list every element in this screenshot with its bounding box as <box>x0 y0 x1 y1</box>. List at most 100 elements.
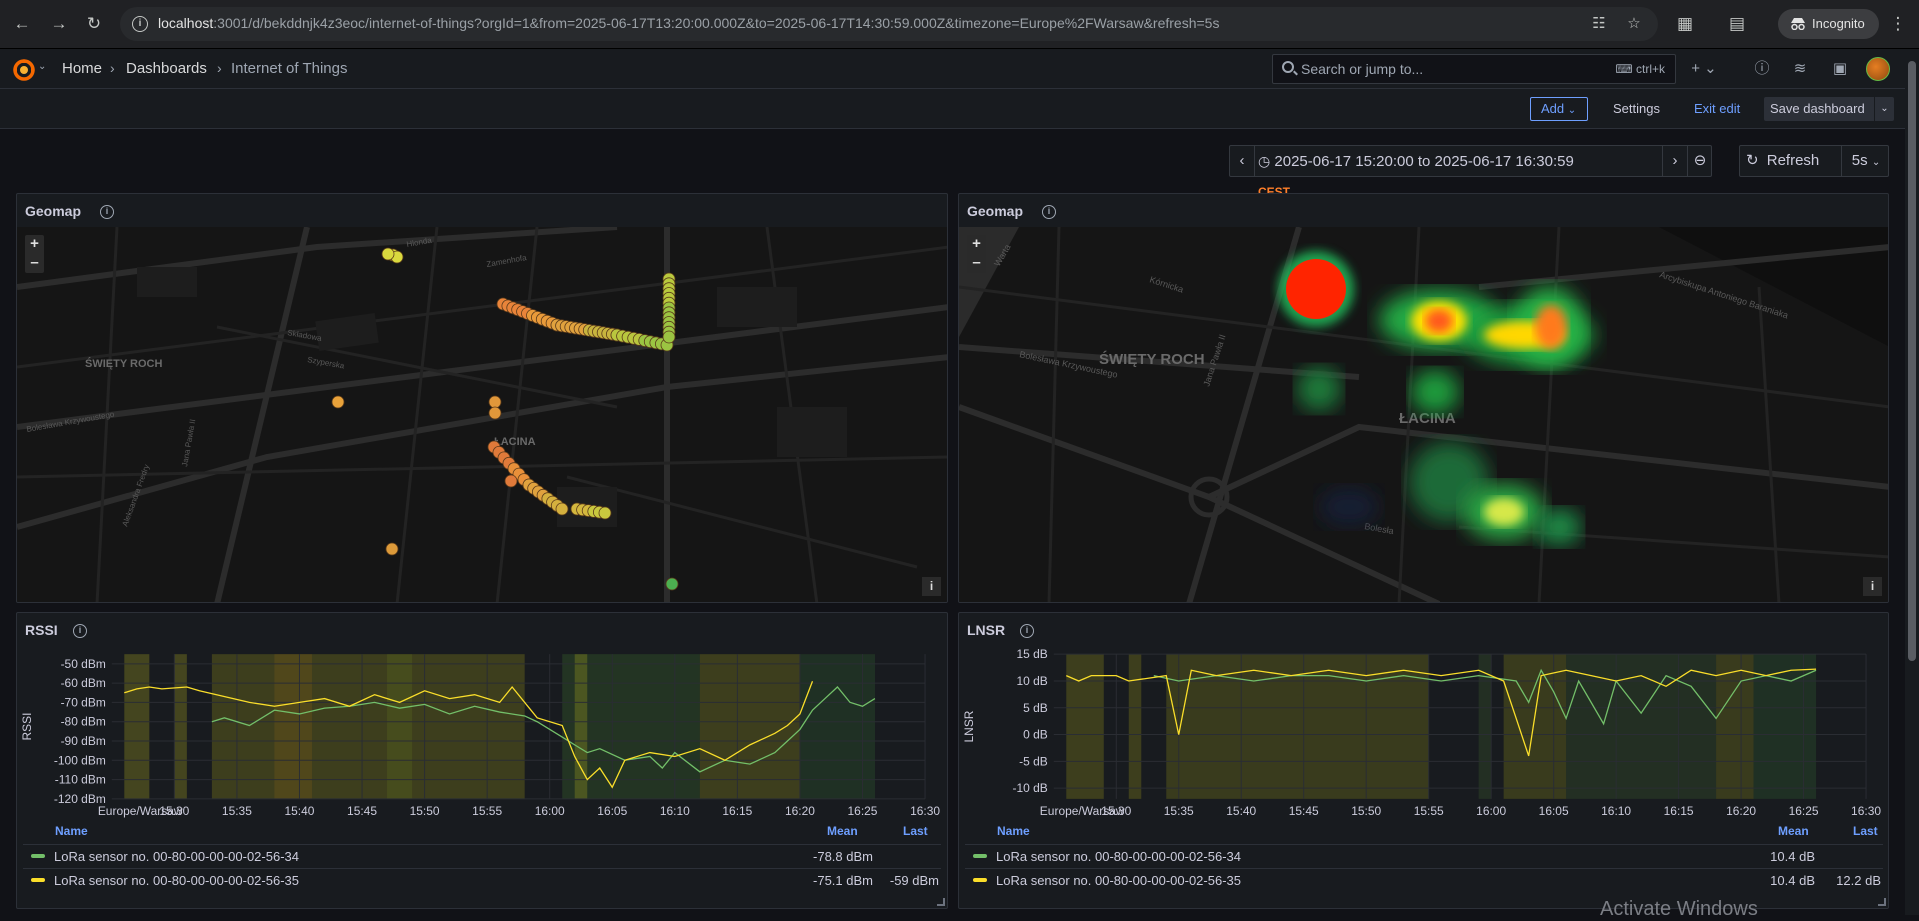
map-attribution-button[interactable]: i <box>922 577 941 596</box>
time-picker: ‹ ◷ 2025-06-17 15:20:00 to 2025-06-17 16… <box>1229 145 1712 199</box>
breadcrumb-home[interactable]: Home <box>62 60 103 77</box>
legend-header-last[interactable]: Last <box>1853 824 1878 838</box>
map-zoom-control: + – <box>25 235 44 273</box>
y-tick-label: -70 dBm <box>61 695 106 709</box>
panel-resize-handle[interactable] <box>1878 898 1886 906</box>
kiosk-mode-icon[interactable]: ▣ <box>1832 60 1848 77</box>
threshold-band <box>699 654 800 799</box>
series-line[interactable] <box>1066 668 1817 757</box>
timezone-label: Europe/Warsaw <box>1040 804 1125 818</box>
zoom-in-button[interactable]: + <box>972 235 981 252</box>
refresh-interval-dropdown[interactable]: 5s ⌄ <box>1851 152 1881 169</box>
browser-menu-icon[interactable]: ⋮ <box>1889 14 1907 33</box>
legend-row[interactable]: LoRa sensor no. 00-80-00-00-00-02-56-34 … <box>23 844 941 868</box>
timezone-label: Europe/Warsaw <box>98 804 183 818</box>
y-axis-label: RSSI <box>20 713 34 741</box>
legend-header-mean[interactable]: Mean <box>827 824 858 838</box>
chevron-down-icon: ⌄ <box>1567 105 1577 116</box>
mega-menu-chevron-icon[interactable]: ⌄ <box>38 61 47 72</box>
back-arrow-icon[interactable]: ← <box>13 14 31 33</box>
x-tick-label: 16:05 <box>1539 804 1569 818</box>
panel-info-icon[interactable]: i <box>73 624 87 638</box>
help-icon[interactable]: ⓘ <box>1754 60 1770 77</box>
news-feed-icon[interactable]: ≋ <box>1793 60 1807 77</box>
legend-header-mean[interactable]: Mean <box>1778 824 1809 838</box>
breadcrumb-dashboards[interactable]: Dashboards <box>126 60 207 77</box>
map-base-layer: ŚWIĘTY ROCH ŁACINA Jana Pawła II Bolesława … <box>17 227 947 602</box>
exit-edit-button[interactable]: Exit edit <box>1694 101 1741 116</box>
translate-icon[interactable]: ☷ <box>1592 15 1606 32</box>
panel-info-icon[interactable]: i <box>1020 624 1034 638</box>
sensor-track-points <box>331 247 679 591</box>
track-point <box>331 395 345 409</box>
x-tick-label: 16:20 <box>785 804 815 818</box>
search-input[interactable]: Search or jump to... ⌨ ctrl+k <box>1272 54 1676 84</box>
scrollbar-thumb[interactable] <box>1908 61 1916 661</box>
bookmark-star-icon[interactable]: ☆ <box>1627 15 1641 32</box>
legend-swatch <box>31 854 45 858</box>
panel-title[interactable]: RSSI <box>25 622 58 638</box>
time-range-button[interactable]: ◷ 2025-06-17 15:20:00 to 2025-06-17 16:3… <box>1258 146 1598 199</box>
zoom-in-button[interactable]: + <box>30 235 39 252</box>
grafana-logo-icon[interactable] <box>12 58 36 82</box>
time-back-chevron-icon[interactable]: ‹ <box>1239 152 1245 169</box>
series-line[interactable] <box>211 686 876 773</box>
breadcrumb-separator-icon: › <box>217 60 222 76</box>
browser-toolbar: ← → ↻ i localhost:3001/d/bekddnjk4z3eoc/… <box>0 0 1919 49</box>
panel-title[interactable]: LNSR <box>967 622 1006 638</box>
threshold-band <box>1753 654 1817 799</box>
map-canvas[interactable]: ŚWIĘTY ROCH ŁACINA Jana Pawła II Bolesława … <box>959 227 1888 602</box>
track-point <box>555 502 569 516</box>
lnsr-chart[interactable]: 15 dB 10 dB 5 dB 0 dB -5 dB -10 dB 15:30 15:35 1… <box>959 646 1888 826</box>
track-point <box>381 247 395 261</box>
time-forward-chevron-icon[interactable]: › <box>1672 152 1678 169</box>
map-label: Jana Pawła II <box>1201 333 1227 387</box>
panel-title[interactable]: Geomap <box>25 203 82 219</box>
forward-arrow-icon[interactable]: → <box>50 14 68 33</box>
map-label: ŁACINA <box>494 436 536 448</box>
refresh-button[interactable]: ↻ Refresh <box>1746 152 1820 169</box>
save-dashboard-button[interactable]: Save dashboard ⌄ <box>1764 97 1894 121</box>
threshold-band <box>1503 654 1567 799</box>
legend-row[interactable]: LoRa sensor no. 00-80-00-00-00-02-56-34 … <box>965 844 1883 868</box>
legend-row[interactable]: LoRa sensor no. 00-80-00-00-00-02-56-35 … <box>23 868 941 892</box>
series-line[interactable] <box>1153 668 1817 726</box>
series-line[interactable] <box>124 680 814 789</box>
add-button[interactable]: Add ⌄ <box>1530 97 1588 121</box>
reload-icon[interactable]: ↻ <box>86 14 102 33</box>
page-scrollbar[interactable] <box>1905 49 1919 915</box>
legend-swatch <box>973 854 987 858</box>
incognito-badge[interactable]: Incognito <box>1778 9 1879 39</box>
settings-button[interactable]: Settings <box>1613 101 1660 116</box>
zoom-out-time-icon[interactable]: ⊖ <box>1693 152 1707 169</box>
legend-header-name[interactable]: Name <box>55 824 88 838</box>
address-bar[interactable]: i localhost:3001/d/bekddnjk4z3eoc/intern… <box>120 7 1658 41</box>
map-canvas[interactable]: ŚWIĘTY ROCH ŁACINA Jana Pawła II Bolesława … <box>17 227 947 602</box>
zoom-out-button[interactable]: – <box>972 254 981 271</box>
zoom-out-button[interactable]: – <box>30 254 39 271</box>
extensions-icon[interactable]: ▦ <box>1676 14 1694 33</box>
media-control-icon[interactable]: ▤ <box>1728 14 1746 33</box>
panel-resize-handle[interactable] <box>937 898 945 906</box>
url-text[interactable]: localhost:3001/d/bekddnjk4z3eoc/internet… <box>158 15 1220 31</box>
user-avatar[interactable] <box>1866 57 1890 81</box>
map-label: Bolesła <box>1364 521 1395 536</box>
y-tick-label: -90 dBm <box>61 734 106 748</box>
rssi-timeseries-panel: RSSI i -50 dBm -60 dBm -70 dBm -80 dBm -90 d… <box>16 612 948 909</box>
panel-title[interactable]: Geomap <box>967 203 1024 219</box>
legend-swatch <box>31 878 45 882</box>
panel-info-icon[interactable]: i <box>1042 205 1056 219</box>
new-plus-icon[interactable]: + ⌄ <box>1691 60 1717 77</box>
os-activation-watermark: Activate Windows <box>1600 898 1758 920</box>
panel-info-icon[interactable]: i <box>100 205 114 219</box>
map-attribution-button[interactable]: i <box>1863 577 1882 596</box>
save-options-chevron-icon[interactable]: ⌄ <box>1874 97 1894 121</box>
legend-row[interactable]: LoRa sensor no. 00-80-00-00-00-02-56-35 … <box>965 868 1883 892</box>
geomap-panel-heatmap: Geomap i ŚWIĘTY ROCH ŁACINA Jana Pawła II B… <box>958 193 1889 603</box>
legend-header-name[interactable]: Name <box>997 824 1030 838</box>
site-info-icon[interactable]: i <box>132 16 148 32</box>
x-tick-label: 15:35 <box>1164 804 1194 818</box>
heatmap-layer <box>1278 251 1594 545</box>
legend-header-last[interactable]: Last <box>903 824 928 838</box>
rssi-chart[interactable]: -50 dBm -60 dBm -70 dBm -80 dBm -90 dBm -100 … <box>17 646 947 826</box>
